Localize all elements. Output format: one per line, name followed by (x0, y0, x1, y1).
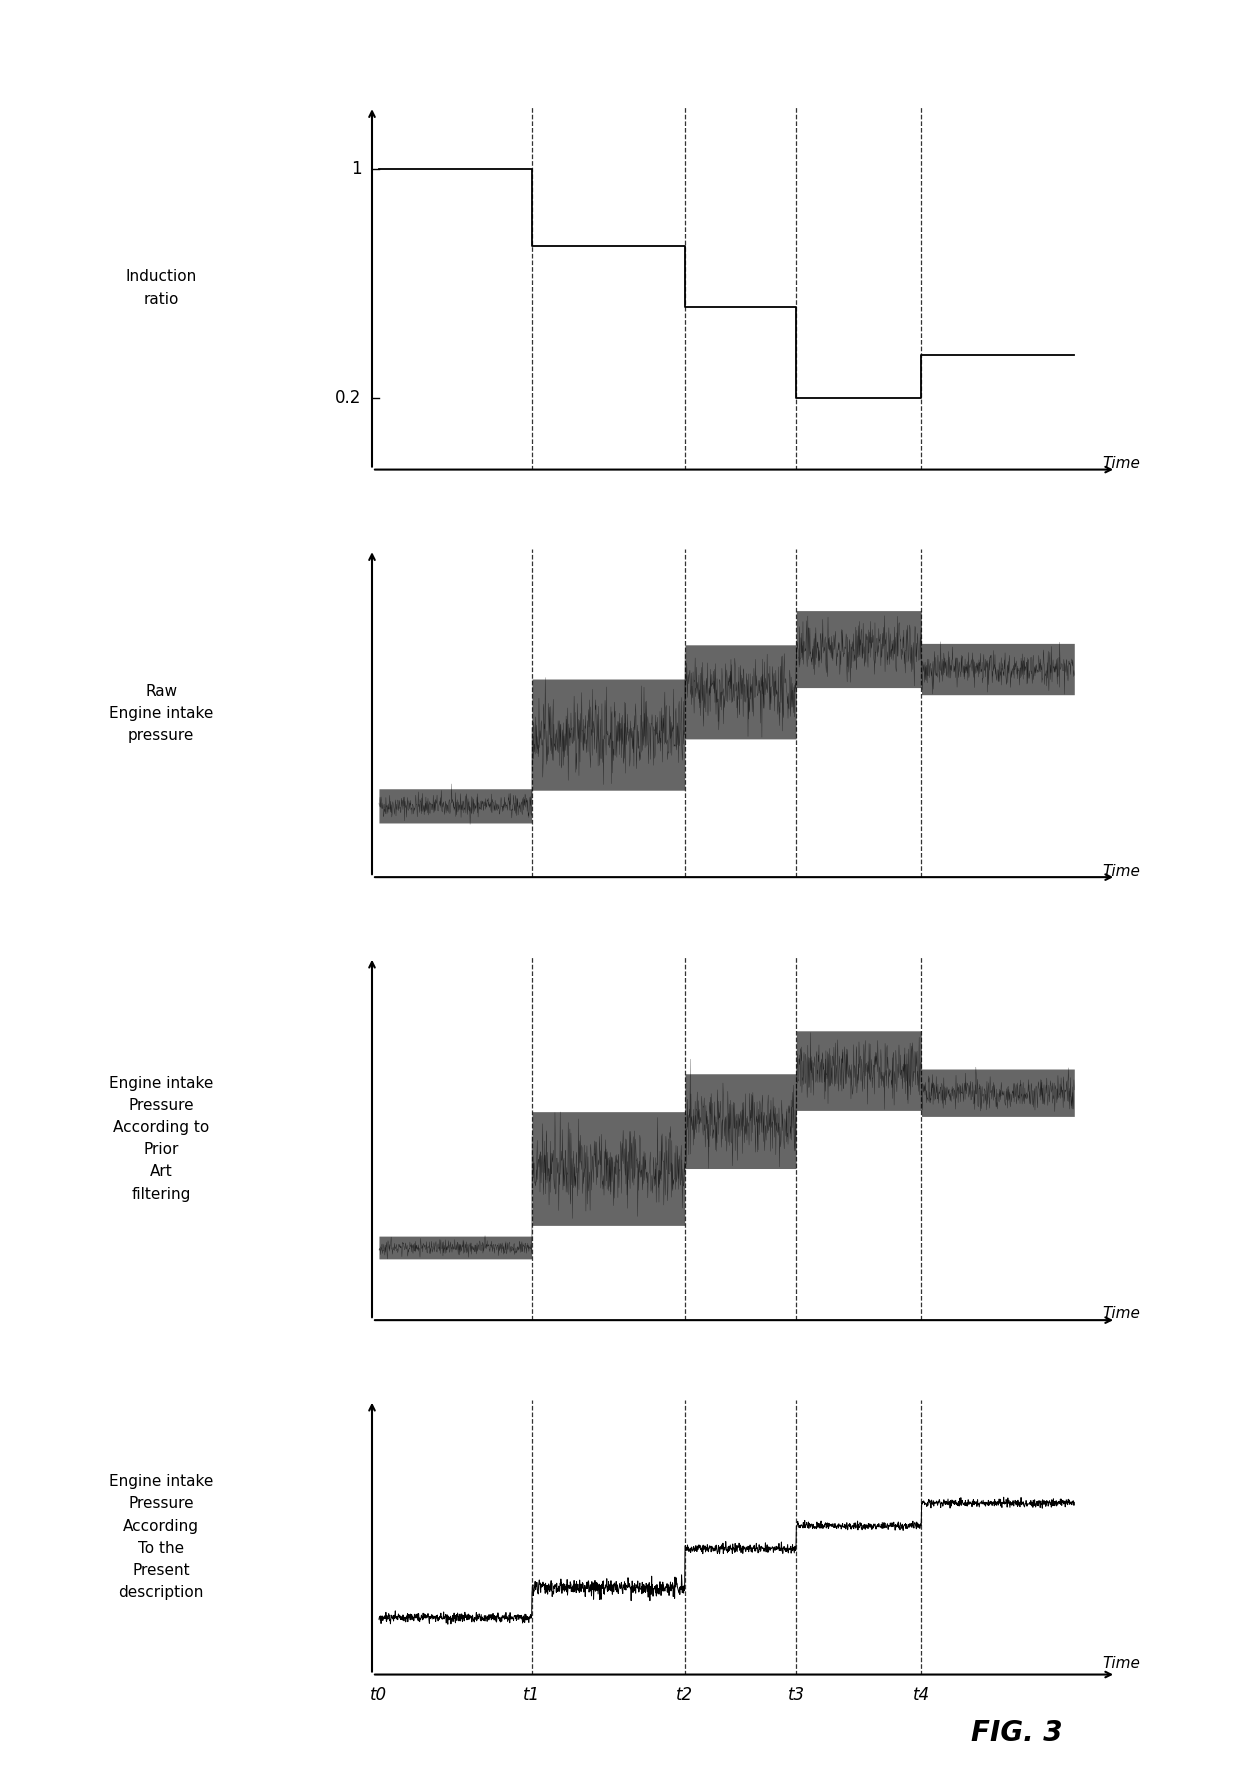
Text: 0.2: 0.2 (335, 390, 362, 408)
Text: Time: Time (1102, 1655, 1140, 1671)
Text: Induction
ratio: Induction ratio (125, 269, 197, 307)
Text: Engine intake
Pressure
According to
Prior
Art
filtering: Engine intake Pressure According to Prio… (109, 1076, 213, 1201)
Text: Time: Time (1102, 1306, 1140, 1322)
Text: t4: t4 (913, 1685, 930, 1705)
Text: 1: 1 (351, 159, 362, 179)
Text: t1: t1 (523, 1685, 541, 1705)
Text: Raw
Engine intake
pressure: Raw Engine intake pressure (109, 684, 213, 742)
Text: Time: Time (1102, 865, 1140, 879)
Text: FIG. 3: FIG. 3 (971, 1719, 1063, 1747)
Text: t3: t3 (787, 1685, 805, 1705)
Text: Time: Time (1102, 457, 1140, 471)
Text: Engine intake
Pressure
According
To the
Present
description: Engine intake Pressure According To the … (109, 1474, 213, 1600)
Text: t2: t2 (676, 1685, 693, 1705)
Text: t0: t0 (371, 1685, 388, 1705)
